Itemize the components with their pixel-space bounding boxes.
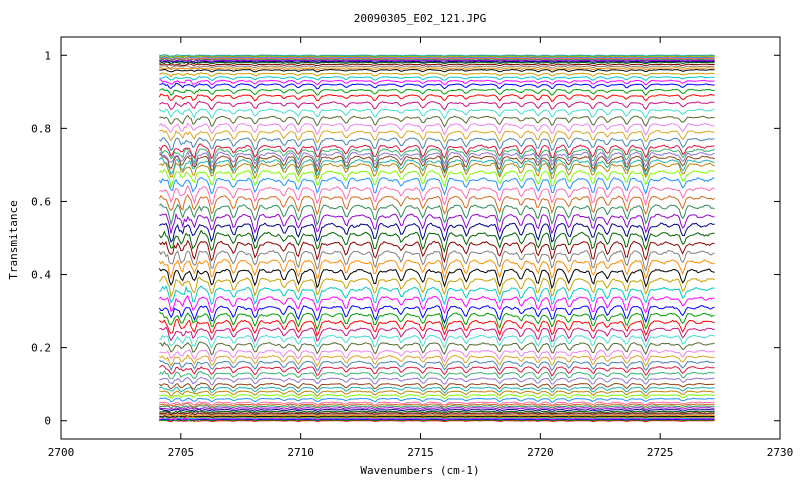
series-line-5 <box>159 416 715 420</box>
series-line-58 <box>159 114 715 128</box>
y-axis-label: Transmitance <box>7 200 20 279</box>
x-tick-label: 2720 <box>527 446 554 459</box>
series-line-22 <box>159 376 715 386</box>
series-line-7 <box>159 415 715 418</box>
series-line-31 <box>159 318 715 338</box>
series-line-19 <box>159 390 715 398</box>
series-line-51 <box>159 153 715 173</box>
series-line-74 <box>159 58 715 61</box>
series-line-67 <box>159 68 715 73</box>
series-line-34 <box>158 294 715 315</box>
series-line-9 <box>159 412 715 416</box>
series-line-32 <box>158 311 715 331</box>
series-line-37 <box>158 268 715 290</box>
series-line-18 <box>159 393 715 400</box>
x-tick-label: 2730 <box>767 446 794 459</box>
x-axis-ticks: 2700 2705 2710 2715 2720 2725 2730 <box>48 37 794 459</box>
series-line-20 <box>158 386 715 394</box>
series-line-73 <box>159 59 715 62</box>
series-line-26 <box>159 353 715 368</box>
series-line-16 <box>159 400 715 406</box>
series-line-21 <box>158 382 715 391</box>
series-line-11 <box>159 410 715 414</box>
series-line-62 <box>159 88 715 96</box>
series-line-27 <box>159 349 715 363</box>
series-line-24 <box>159 364 715 377</box>
x-axis-label: Wavenumbers (cm-1) <box>360 464 479 477</box>
y-tick-label: 0.2 <box>31 342 51 355</box>
y-tick-label: 0.6 <box>31 195 51 208</box>
series-line-13 <box>159 406 715 411</box>
series-line-77 <box>159 56 715 59</box>
series-line-43 <box>159 212 715 235</box>
series-line-17 <box>159 397 715 403</box>
series-line-25 <box>158 359 715 372</box>
series-line-53 <box>159 148 715 165</box>
series-line-54 <box>158 143 715 160</box>
series-line-29 <box>159 334 715 349</box>
series-line-45 <box>158 194 715 216</box>
series-line-47 <box>158 176 715 196</box>
series-line-46 <box>159 184 715 207</box>
series-line-63 <box>159 82 715 90</box>
series-line-38 <box>158 258 715 280</box>
series-line-6 <box>159 415 715 420</box>
series-line-60 <box>159 100 715 111</box>
series-line-66 <box>159 72 715 78</box>
series-layer <box>158 54 715 423</box>
series-line-33 <box>158 305 715 324</box>
chart-title: 20090305_E02_121.JPG <box>354 12 486 25</box>
series-line-41 <box>158 229 715 254</box>
series-line-10 <box>159 411 715 416</box>
series-line-35 <box>159 285 715 306</box>
series-line-36 <box>158 275 715 299</box>
series-line-80 <box>159 54 715 57</box>
x-tick-label: 2710 <box>287 446 314 459</box>
series-line-42 <box>159 222 715 243</box>
y-tick-label: 0.8 <box>31 122 51 135</box>
series-line-50 <box>158 157 715 177</box>
series-line-23 <box>158 370 715 381</box>
y-axis-ticks: 0 0.2 0.4 0.6 0.8 1 <box>31 49 780 428</box>
series-line-12 <box>159 408 715 412</box>
series-line-70 <box>159 63 715 67</box>
series-line-8 <box>159 414 715 417</box>
series-line-59 <box>158 108 715 120</box>
series-line-75 <box>159 57 715 61</box>
series-line-69 <box>159 65 715 70</box>
series-line-15 <box>159 402 715 408</box>
x-tick-label: 2705 <box>168 446 195 459</box>
series-line-57 <box>158 122 715 137</box>
series-line-56 <box>159 129 715 145</box>
series-line-39 <box>158 249 715 273</box>
series-line-48 <box>158 168 715 190</box>
y-tick-label: 1 <box>44 49 51 62</box>
series-line-49 <box>159 162 715 181</box>
y-tick-label: 0 <box>44 415 51 428</box>
x-tick-label: 2700 <box>48 446 75 459</box>
series-line-3 <box>159 418 715 421</box>
series-line-1 <box>159 419 715 423</box>
series-line-68 <box>159 66 715 71</box>
series-line-14 <box>159 405 715 410</box>
series-line-61 <box>158 93 715 103</box>
series-line-72 <box>159 60 715 64</box>
x-tick-label: 2725 <box>647 446 674 459</box>
series-line-44 <box>158 203 715 227</box>
series-line-52 <box>159 150 715 170</box>
series-line-76 <box>159 56 715 60</box>
series-line-71 <box>159 61 715 65</box>
series-line-28 <box>159 341 715 356</box>
series-line-65 <box>159 75 715 82</box>
series-line-30 <box>159 326 715 343</box>
x-tick-label: 2715 <box>407 446 434 459</box>
y-tick-label: 0.4 <box>31 269 51 282</box>
series-line-40 <box>158 239 715 264</box>
series-line-64 <box>159 79 715 86</box>
series-line-55 <box>159 137 715 152</box>
series-line-79 <box>159 54 715 58</box>
